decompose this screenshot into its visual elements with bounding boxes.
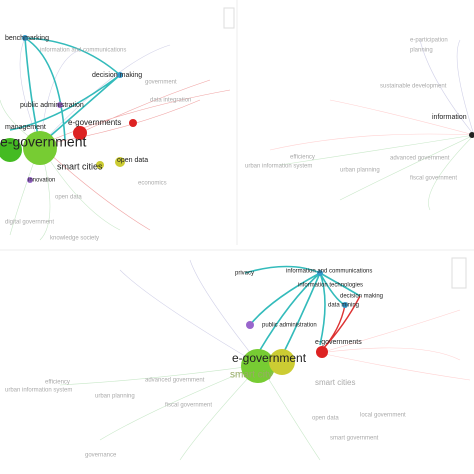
- node-label: urban planning: [95, 394, 135, 400]
- edges: [0, 37, 231, 241]
- node-label: economics: [138, 181, 167, 187]
- node: [342, 302, 348, 308]
- node-label: privacy: [235, 271, 254, 277]
- node-label: innovation: [28, 178, 55, 184]
- node: [317, 270, 323, 276]
- node-label: information and communications: [40, 48, 126, 54]
- node-label: efficiency: [290, 155, 315, 161]
- node-label: knowledge society: [50, 236, 99, 242]
- node-label: e-participation: [410, 38, 448, 44]
- node-label: decision making: [92, 72, 142, 79]
- node-label: sustainable development: [380, 84, 447, 90]
- node: [246, 321, 254, 329]
- node: [117, 72, 123, 78]
- node-label: urban information system: [245, 164, 312, 170]
- node-label: benchmarking: [5, 35, 49, 42]
- node: [96, 161, 104, 169]
- node-label: smart city: [230, 370, 273, 381]
- node-label: fiscal government: [410, 176, 457, 182]
- node: [57, 102, 63, 108]
- zoom-control[interactable]: [223, 7, 235, 29]
- node-label: e-governments: [315, 339, 362, 346]
- edges: [59, 259, 471, 461]
- panel-3: privacy information and communications i…: [5, 257, 471, 461]
- node: [269, 349, 295, 375]
- node-label: open data: [312, 416, 339, 422]
- node-label: information and communications: [286, 269, 372, 275]
- edges: [269, 39, 474, 211]
- node-label: information: [432, 114, 467, 121]
- node-label: governance: [85, 453, 117, 459]
- zoom-control[interactable]: [451, 257, 467, 289]
- node-label: urban planning: [340, 168, 380, 174]
- node: [22, 35, 28, 41]
- node: [0, 138, 22, 162]
- node-label: government: [145, 80, 177, 86]
- node-label: open data: [55, 195, 82, 201]
- node-label: advanced government: [145, 378, 205, 384]
- node-label: open data: [117, 157, 148, 164]
- node-label: e-government: [232, 351, 307, 365]
- node-label: smart cities: [315, 378, 355, 387]
- node: [316, 346, 328, 358]
- node-label: planning: [410, 48, 433, 54]
- node-label: urban information system: [5, 388, 72, 394]
- node-label: public administration: [262, 323, 317, 329]
- node-label: data integration: [150, 98, 191, 104]
- node: [27, 177, 33, 183]
- node: [115, 157, 125, 167]
- node-label: public administration: [20, 102, 84, 109]
- panel-1: benchmarking information and communicati…: [0, 7, 235, 242]
- node-label: e-governments: [68, 118, 121, 127]
- node-label: efficiency: [45, 380, 70, 386]
- node-label: decision making: [340, 294, 383, 300]
- node-label: management: [5, 124, 46, 131]
- node-label: data mining: [328, 303, 359, 309]
- node-label: digital government: [5, 220, 54, 226]
- node-label: local government: [360, 413, 406, 419]
- node: [129, 119, 137, 127]
- node: [241, 349, 275, 383]
- node: [469, 132, 474, 138]
- node-label: e-government: [0, 134, 86, 150]
- node: [23, 131, 57, 165]
- node-label: smart cities: [57, 161, 103, 171]
- node-label: fiscal government: [165, 403, 212, 409]
- node-label: information technologies: [298, 283, 363, 289]
- node-label: smart government: [330, 436, 379, 442]
- panel-2: information efficiency urban planning ur…: [245, 38, 474, 211]
- node-label: advanced government: [390, 156, 450, 162]
- node: [73, 126, 87, 140]
